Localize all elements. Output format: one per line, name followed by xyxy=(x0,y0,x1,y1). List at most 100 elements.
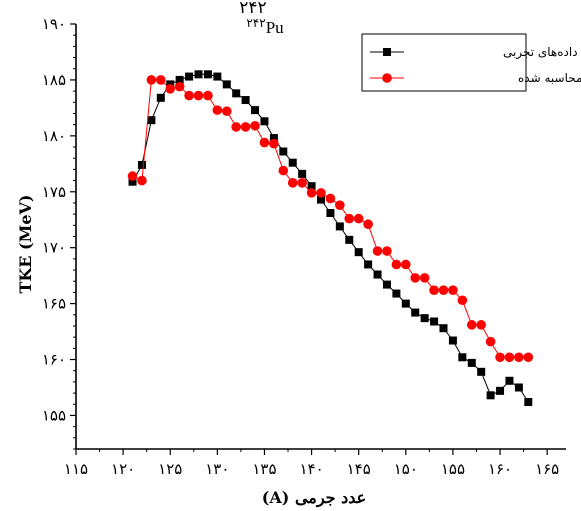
data-point-circle xyxy=(193,90,204,101)
data-point-circle xyxy=(391,259,402,270)
data-point-square xyxy=(222,80,231,89)
x-tick-label: ۱۴۰ xyxy=(299,460,323,478)
data-point-square xyxy=(326,209,335,218)
legend-marker-experimental xyxy=(383,48,391,56)
data-point-circle xyxy=(419,273,430,283)
data-point-circle xyxy=(514,352,524,363)
data-point-circle xyxy=(466,320,477,330)
data-point-square xyxy=(382,280,391,289)
data-point-square xyxy=(298,169,307,178)
data-point-square xyxy=(175,75,184,84)
data-point-square xyxy=(194,70,203,79)
data-point-circle xyxy=(495,352,505,363)
data-point-square xyxy=(430,317,439,326)
data-point-square xyxy=(345,235,354,244)
data-point-circle xyxy=(127,171,138,181)
data-point-circle xyxy=(504,352,515,363)
data-point-circle xyxy=(221,106,232,117)
data-point-circle xyxy=(363,219,373,229)
data-point-square xyxy=(439,324,448,333)
y-tick-label: ۱۸۰ xyxy=(42,127,66,145)
data-point-square xyxy=(260,117,269,126)
data-point-square xyxy=(458,353,467,362)
x-tick-label: ۱۲۵ xyxy=(158,460,182,478)
data-point-square xyxy=(269,134,278,143)
data-point-square xyxy=(232,89,241,98)
data-point-circle xyxy=(212,105,223,115)
x-tick-label: ۱۶۰ xyxy=(488,460,512,478)
data-point-circle xyxy=(137,175,147,186)
data-point-circle xyxy=(231,122,241,132)
data-point-square xyxy=(467,358,476,367)
data-point-square xyxy=(373,270,382,279)
data-point-square xyxy=(213,72,222,81)
data-point-circle xyxy=(457,295,468,306)
x-axis-title: عدد جرمی (A) xyxy=(262,488,366,508)
y-tick-label: ۱۶۰ xyxy=(42,351,66,369)
y-tick-label: ۱۵۵ xyxy=(42,406,66,424)
x-tick-label: ۱۳۰ xyxy=(205,460,229,478)
series-line xyxy=(132,79,529,358)
data-point-square xyxy=(241,96,250,105)
data-point-square xyxy=(279,147,288,156)
data-point-square xyxy=(448,336,457,345)
data-point-square xyxy=(514,383,523,392)
data-point-square xyxy=(147,116,156,125)
x-tick-label: ۱۴۵ xyxy=(347,460,371,478)
data-point-circle xyxy=(165,84,176,94)
y-tick-label: ۱۷۰ xyxy=(42,239,66,257)
legend-marker-calculated xyxy=(382,73,392,83)
data-point-square xyxy=(486,391,495,400)
data-point-circle xyxy=(476,320,486,330)
legend-label-calculated: نتایج محاسبه شده xyxy=(518,71,581,85)
series-calculated xyxy=(127,75,534,363)
data-point-square xyxy=(401,299,410,308)
data-point-square xyxy=(411,308,420,317)
series-experimental xyxy=(128,70,533,407)
data-point-circle xyxy=(410,273,421,283)
data-point-circle xyxy=(485,336,496,347)
data-point-square xyxy=(307,182,316,191)
data-point-circle xyxy=(240,122,251,132)
x-tick-label: ۱۲۰ xyxy=(111,460,135,478)
data-point-circle xyxy=(325,193,336,204)
data-point-square xyxy=(524,398,533,407)
data-point-circle xyxy=(203,90,213,101)
data-point-circle xyxy=(250,120,260,131)
plot-axes: ۱۱۵ ۱۲۰ ۱۲۵ ۱۳۰ ۱۳۵ ۱۴۰ ۱۴۵ ۱۵۰ ۱۵۵ ۱۶۰ ۱۶۵ ۱۵۵ ۱۶۰ ۱… xyxy=(42,15,566,478)
data-point-square xyxy=(335,222,344,231)
series-line xyxy=(132,73,529,403)
data-point-square xyxy=(317,195,325,204)
data-point-circle xyxy=(448,285,458,295)
data-point-square xyxy=(156,93,165,102)
data-point-circle xyxy=(335,200,345,210)
y-axis-title: TKE (MeV) xyxy=(16,194,35,293)
data-point-circle xyxy=(287,178,298,188)
data-point-circle xyxy=(184,90,194,101)
data-point-circle xyxy=(259,137,270,148)
data-point-circle xyxy=(372,246,383,256)
y-tick-label: ۱۸۵ xyxy=(42,71,66,89)
data-point-square xyxy=(505,376,514,385)
data-point-circle xyxy=(344,213,355,224)
y-tick-label: ۱۶۵ xyxy=(42,295,66,313)
data-point-square xyxy=(203,70,212,79)
data-point-circle xyxy=(146,75,157,85)
y-tick-label: ۱۷۵ xyxy=(42,183,66,201)
data-point-square xyxy=(185,72,194,81)
data-point-circle xyxy=(429,285,439,295)
data-point-circle xyxy=(174,81,185,92)
data-series xyxy=(127,70,534,407)
data-point-square xyxy=(420,314,429,323)
legend: داده‌های تجربی نتایج محاسبه شده xyxy=(361,33,581,92)
x-tick-label: ۱۵۰ xyxy=(394,460,418,478)
data-point-square xyxy=(137,160,146,169)
data-point-square xyxy=(354,248,363,257)
legend-label-experimental: داده‌های تجربی xyxy=(503,45,578,60)
data-point-square xyxy=(128,177,137,186)
data-point-square xyxy=(251,106,260,115)
data-point-circle xyxy=(353,213,364,224)
y-tick-label: ۱۹۰ xyxy=(42,15,66,33)
data-point-square xyxy=(288,158,297,167)
